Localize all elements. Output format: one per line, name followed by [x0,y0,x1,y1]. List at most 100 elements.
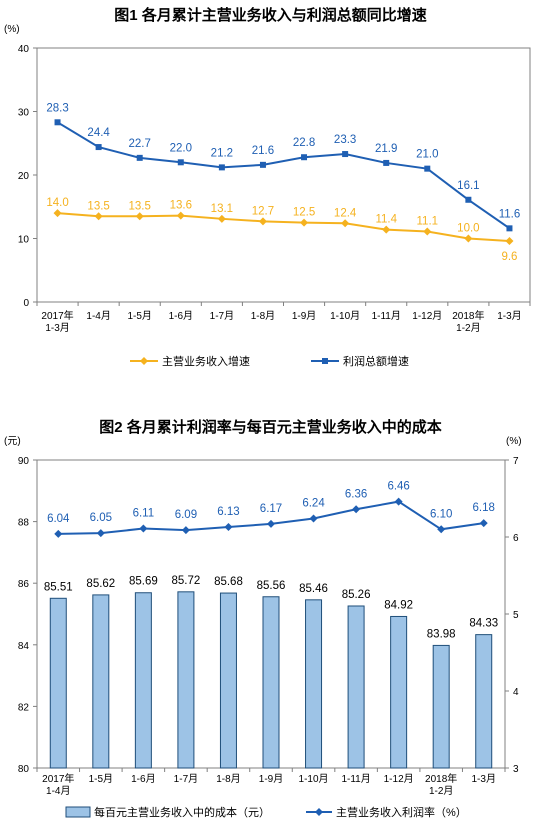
chart2-title: 图2 各月累计利润率与每百元主营业务收入中的成本 [99,419,442,436]
chart1-data-label: 22.8 [293,137,315,149]
chart1-point-profit [301,154,308,161]
chart1-point-income [217,214,226,223]
chart2-rate-label: 6.09 [175,509,197,521]
chart2-bar-label: 85.26 [342,589,371,601]
chart1-legend-marker-profit [322,358,328,364]
chart1-data-label: 13.6 [170,200,192,212]
chart2-bar [390,615,408,769]
chart1-data-label: 12.7 [252,205,274,217]
chart2-bar-label: 84.92 [384,599,413,611]
chart2-x-tick-label: 1-10月 [299,773,329,785]
chart2-right-tick-label: 4 [513,687,519,698]
chart1-y-tick-label: 10 [18,235,30,246]
chart1-point-profit [424,165,431,172]
chart2-rate-point [54,529,63,538]
chart2-bar-label: 85.56 [257,580,286,592]
chart2-rate-label: 6.18 [473,502,495,514]
chart1-point-income [464,234,473,243]
chart1-x-tick-label: 1-10月 [330,310,360,322]
chart1-data-label: 22.7 [129,138,151,150]
chart1-point-profit [259,161,266,168]
chart1-point-income [300,218,309,227]
chart1-point-income [135,212,144,221]
chart1-data-label: 9.6 [501,251,517,263]
chart1-data-label: 12.4 [334,207,357,219]
chart1-point-income [505,237,514,246]
chart1-legend-label-profit: 利润总额增速 [343,354,409,368]
chart2-legend-marker-rate [315,808,323,816]
chart1-x-tick-label: 1-11月 [372,310,401,322]
chart1-point-income [423,227,432,236]
chart2-x-tick-label: 2018年 1-2月 [425,772,457,797]
chart1-y-tick-label: 40 [18,44,30,55]
chart2-rate-label: 6.10 [430,508,452,520]
chart2-bar [49,597,67,769]
chart1-point-profit [95,144,102,151]
chart2-left-tick-label: 82 [18,702,30,713]
chart1-series-line-1 [57,121,511,230]
chart2-bar-label: 85.68 [214,576,243,588]
chart2-rate-label: 6.46 [387,481,409,493]
chart1-point-profit [218,164,225,171]
chart2-bar [134,592,152,769]
chart1-x-tick-label: 1-3月 [497,310,521,322]
chart1-point-profit [506,225,513,232]
chart1-data-label: 28.3 [46,102,68,114]
chart2-legend-label-cost: 每百元主营业务收入中的成本（元） [94,805,270,819]
chart2-x-tick-label: 1-8月 [216,773,240,785]
chart1-x-tick-label: 1-6月 [169,310,193,322]
chart2-rate-point [309,514,318,523]
chart2-x-tick-label: 1-5月 [89,773,113,785]
chart1-data-label: 14.0 [46,197,68,209]
chart2-x-tick-label: 1-3月 [472,773,496,785]
chart1-point-income [382,225,391,234]
chart1-point-profit [136,154,143,161]
chart2-right-tick-label: 6 [513,533,519,544]
chart1-data-label: 12.5 [293,207,315,219]
chart1-point-profit [342,151,349,158]
chart2-rate-point [394,497,403,506]
chart1-point-income [258,217,267,226]
chart2-right-tick-label: 5 [513,610,519,621]
chart1-point-income [53,209,62,218]
chart2-left-tick-label: 86 [18,579,30,590]
chart2-left-tick-label: 88 [18,518,30,529]
chart2-rate-point [437,525,446,534]
chart2-x-tick-label: 1-12月 [384,773,414,785]
chart2-bar-label: 85.69 [129,576,158,588]
chart2-rate-point [139,524,148,533]
chart2-bar-label: 85.62 [86,578,115,590]
chart1-data-label: 21.6 [252,145,274,157]
chart1-data-label: 16.1 [457,180,479,192]
chart1-title: 图1 各月累计主营业务收入与利润总额同比增速 [114,7,427,24]
chart2-legend-label-rate: 主营业务收入利润率（%） [336,805,467,819]
chart1-point-profit [383,159,390,166]
chart2-bar [305,599,323,769]
chart1-data-label: 10.0 [457,223,479,235]
chart2-rate-label: 6.04 [47,513,70,525]
chart1-x-tick-label: 1-9月 [292,310,316,322]
chart2-rate-label: 6.13 [217,506,239,518]
chart1-point-profit [54,119,61,126]
chart1-legend-label-income: 主营业务收入增速 [162,354,250,368]
chart1-x-tick-label: 2018年 1-2月 [452,309,484,334]
chart2-rate-label: 6.11 [133,508,155,520]
chart2-rate-label: 6.17 [260,503,282,515]
chart2-bar [219,592,237,769]
chart2-x-tick-label: 1-9月 [259,773,283,785]
chart2-bar-label: 85.72 [172,575,201,587]
chart1-data-label: 13.5 [87,200,109,212]
chart2-rate-label: 6.36 [345,488,367,500]
chart2-bar-label: 83.98 [427,628,456,640]
chart2-rate-point [96,529,105,538]
chart1-x-tick-label: 2017年 1-3月 [41,309,73,334]
chart1-x-tick-label: 1-7月 [210,310,234,322]
chart1-data-label: 13.1 [211,203,233,215]
chart1-y-tick-label: 20 [18,171,30,182]
chart1-point-income [341,219,350,228]
chart1-data-label: 21.2 [211,147,233,159]
chart1-y-tick-label: 30 [18,108,30,119]
chart1-y-tick-label: 0 [23,298,29,309]
chart2-bar [262,596,280,769]
